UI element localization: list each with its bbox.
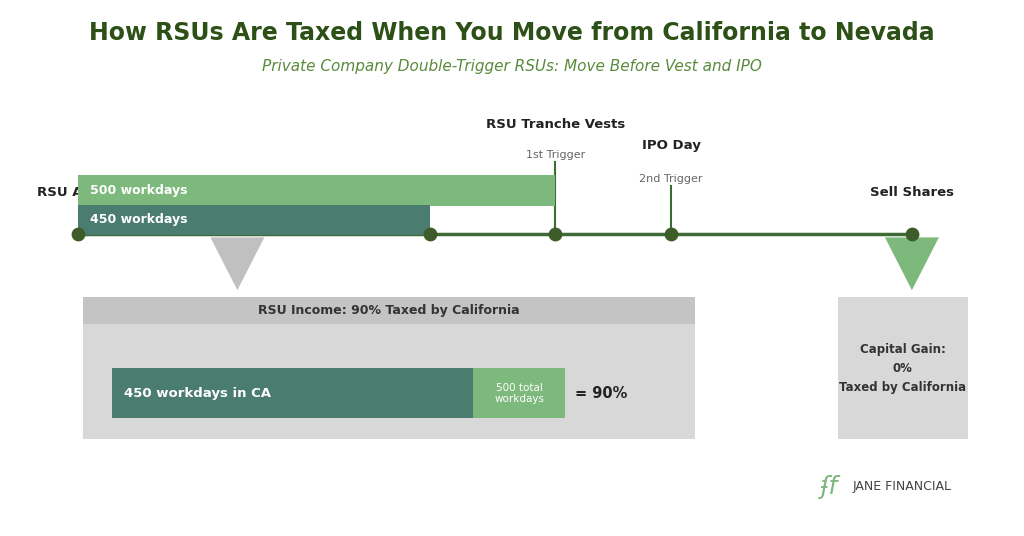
FancyBboxPatch shape — [473, 368, 565, 419]
Text: ʄf: ʄf — [820, 475, 838, 499]
Text: How RSUs Are Taxed When You Move from California to Nevada: How RSUs Are Taxed When You Move from Ca… — [89, 21, 935, 45]
Point — [71, 229, 87, 238]
Text: 1st Trigger: 1st Trigger — [525, 150, 585, 160]
Text: IPO Day: IPO Day — [642, 139, 700, 152]
Text: 2nd Trigger: 2nd Trigger — [639, 174, 702, 183]
Text: 450 workdays in CA: 450 workdays in CA — [124, 387, 270, 400]
Text: Private Company Double-Trigger RSUs: Move Before Vest and IPO: Private Company Double-Trigger RSUs: Mov… — [262, 59, 762, 74]
Text: 500 total
workdays: 500 total workdays — [495, 383, 544, 404]
Point — [422, 229, 438, 238]
Point — [904, 229, 921, 238]
Text: 500 workdays: 500 workdays — [90, 184, 187, 197]
Text: Capital Gain:
0%
Taxed by California: Capital Gain: 0% Taxed by California — [840, 343, 967, 394]
Text: 450 workdays: 450 workdays — [90, 213, 187, 227]
Point — [663, 229, 679, 238]
Text: JANE FINANCIAL: JANE FINANCIAL — [852, 480, 951, 494]
Text: = 90%: = 90% — [574, 385, 627, 400]
Polygon shape — [885, 237, 939, 290]
Point — [547, 229, 563, 238]
Text: Sell Shares: Sell Shares — [870, 187, 954, 199]
FancyBboxPatch shape — [79, 175, 555, 206]
Text: Move: Move — [410, 187, 451, 199]
FancyBboxPatch shape — [79, 205, 430, 235]
FancyBboxPatch shape — [112, 368, 473, 419]
Text: RSU Tranche Vests: RSU Tranche Vests — [485, 118, 625, 131]
FancyBboxPatch shape — [83, 297, 695, 440]
Text: RSU Income: 90% Taxed by California: RSU Income: 90% Taxed by California — [258, 304, 520, 317]
Polygon shape — [210, 237, 264, 290]
Text: RSU Award: RSU Award — [37, 187, 120, 199]
FancyBboxPatch shape — [838, 297, 968, 440]
FancyBboxPatch shape — [83, 297, 695, 324]
